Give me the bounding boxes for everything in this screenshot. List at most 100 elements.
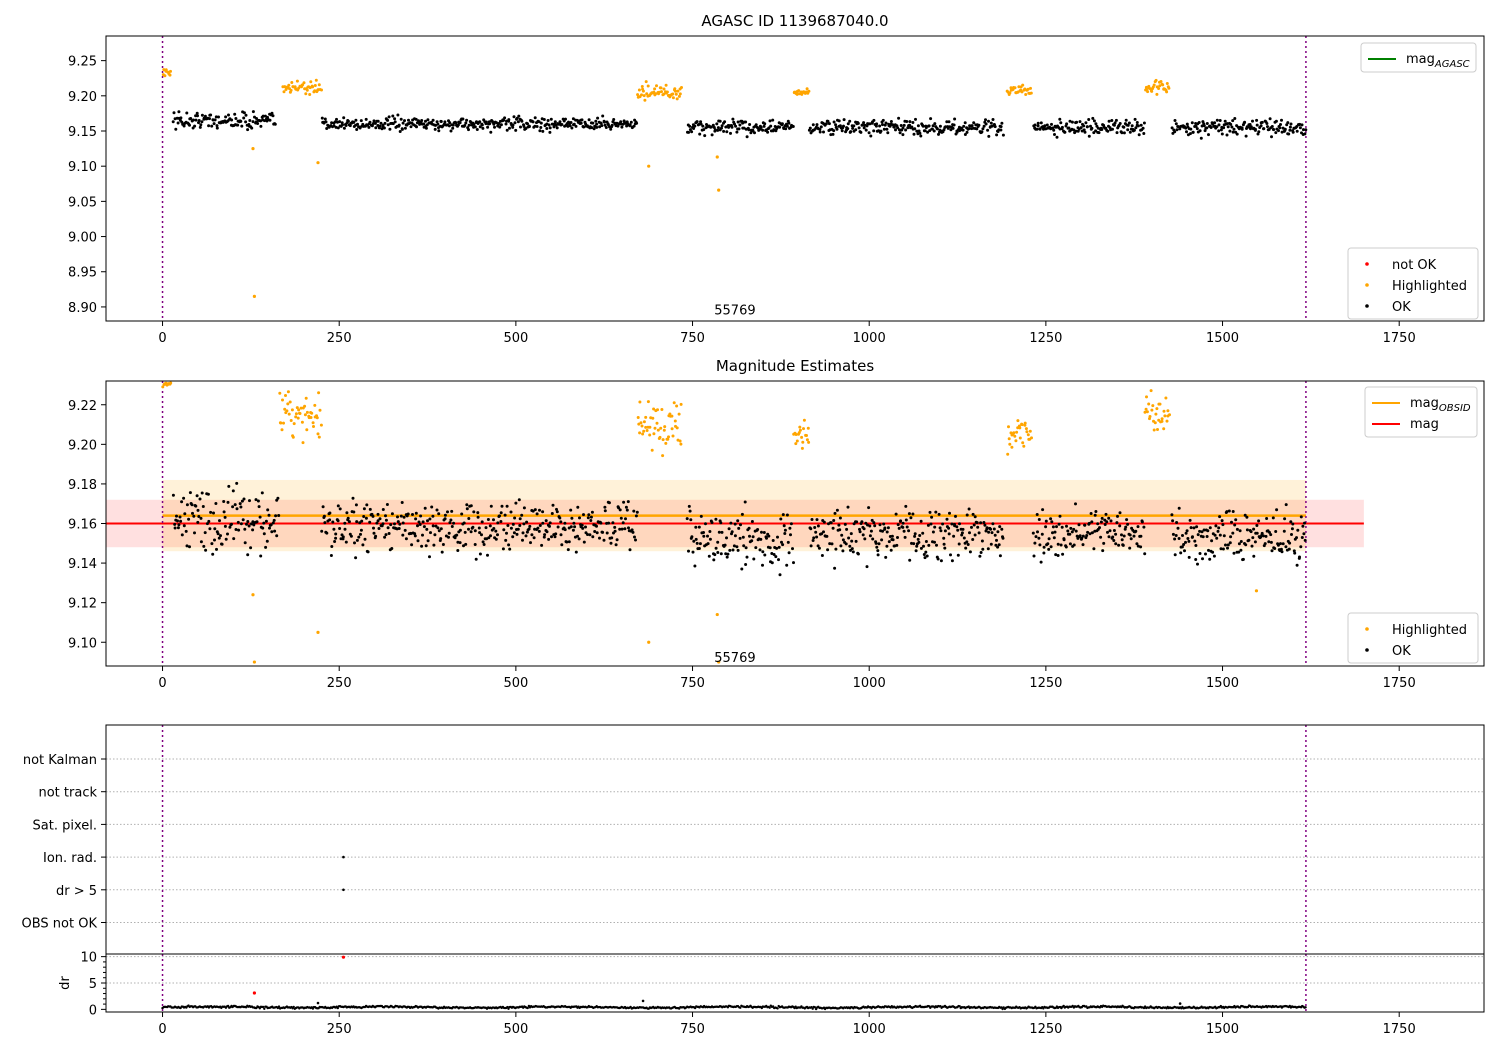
ok-point <box>611 521 615 525</box>
ok-point <box>737 127 741 131</box>
ok-point <box>948 511 951 515</box>
legend-box <box>1347 612 1479 664</box>
ok-point <box>330 121 334 125</box>
ok-point <box>763 122 767 126</box>
ok-point <box>904 518 908 522</box>
ok-point <box>488 122 492 126</box>
ok-point <box>1125 518 1129 522</box>
ok-point <box>890 534 894 538</box>
ok-point <box>502 528 506 532</box>
ok-point <box>589 515 593 519</box>
ok-point <box>274 514 278 518</box>
ok-point <box>1122 534 1126 538</box>
ok-point <box>383 121 387 125</box>
ok-point <box>882 522 886 526</box>
ok-point <box>384 514 387 518</box>
ok-point <box>548 524 551 528</box>
highlighted-point <box>294 412 298 416</box>
ok-point <box>516 527 520 531</box>
ok-point <box>876 553 880 557</box>
ok-point <box>1068 532 1072 536</box>
ok-point <box>1198 552 1202 555</box>
ok-point <box>1092 119 1096 123</box>
ok-point <box>365 503 369 507</box>
highlighted-point <box>664 83 668 87</box>
ok-point <box>1142 121 1146 125</box>
ok-point <box>517 498 521 502</box>
ok-point <box>1239 540 1243 543</box>
ok-point <box>540 543 544 547</box>
ok-point <box>183 512 187 516</box>
ok-point <box>519 125 522 129</box>
ok-point <box>1283 517 1287 521</box>
ok-point <box>1303 132 1307 136</box>
ok-point <box>1068 542 1072 546</box>
ok-point <box>954 514 957 518</box>
ok-point <box>612 118 616 121</box>
ok-point <box>1038 543 1042 547</box>
ok-point <box>1120 533 1123 537</box>
ok-point <box>876 549 880 553</box>
ok-point <box>753 131 756 135</box>
ok-point <box>844 542 848 546</box>
legend-label: not OK <box>1392 258 1437 273</box>
highlighted-point <box>305 410 309 414</box>
ok-point <box>962 536 966 540</box>
ok-point <box>745 555 749 559</box>
ok-point <box>737 526 741 530</box>
ok-point <box>234 117 238 120</box>
ok-point <box>738 123 742 127</box>
y-tick-label: 9.20 <box>68 438 97 453</box>
ok-point <box>858 530 862 534</box>
ok-point <box>467 128 470 132</box>
ok-point <box>488 524 492 528</box>
highlighted-point <box>1168 413 1171 417</box>
highlighted-point <box>661 438 665 442</box>
ok-point <box>780 540 783 544</box>
ok-point <box>765 536 768 540</box>
ok-point <box>1136 124 1140 128</box>
ok-point <box>465 503 469 507</box>
ok-point <box>182 524 186 528</box>
ok-point <box>1045 123 1049 127</box>
ok-point <box>213 538 216 542</box>
ok-point <box>1280 118 1283 122</box>
ok-point <box>1100 516 1104 520</box>
ok-point <box>1046 542 1050 546</box>
highlighted-point <box>661 454 665 458</box>
highlighted-point <box>318 408 322 412</box>
y-tick-label: 9.18 <box>68 478 97 493</box>
ok-point <box>1174 122 1178 126</box>
ok-point <box>1040 532 1044 536</box>
ok-point <box>1229 535 1233 539</box>
ok-point <box>854 539 858 543</box>
ok-point <box>1173 119 1177 122</box>
ok-point <box>1065 524 1068 528</box>
ok-point <box>1195 127 1199 131</box>
ok-point <box>461 117 465 121</box>
ok-point <box>367 125 371 129</box>
highlighted-point <box>1017 85 1021 89</box>
ok-point <box>977 123 981 127</box>
ok-point <box>1288 125 1292 129</box>
highlighted-point <box>317 391 321 395</box>
ok-point <box>870 518 874 522</box>
ok-point <box>1060 125 1064 129</box>
ok-point <box>329 554 333 557</box>
ok-point <box>699 120 703 124</box>
ok-point <box>725 555 729 559</box>
ok-point <box>372 119 376 123</box>
ok-point <box>1052 536 1056 540</box>
ok-point <box>863 537 867 541</box>
highlighted-point <box>807 440 811 444</box>
ok-point <box>1094 510 1098 513</box>
ok-point <box>1276 543 1280 547</box>
highlighted-point <box>656 408 659 412</box>
ok-point <box>356 122 359 126</box>
ok-point <box>568 124 572 128</box>
ok-point <box>850 547 854 551</box>
ok-point <box>687 504 691 508</box>
ok-point <box>780 122 784 126</box>
ok-point <box>907 529 911 533</box>
